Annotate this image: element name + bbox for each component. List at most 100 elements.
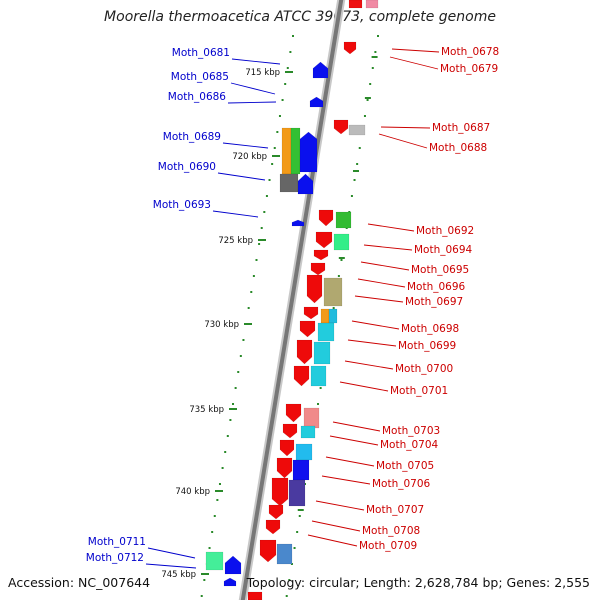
track-dot bbox=[358, 147, 361, 149]
gene-arrow bbox=[315, 231, 333, 249]
track-dot bbox=[286, 67, 289, 69]
track-dot bbox=[263, 211, 266, 213]
track-dot bbox=[356, 163, 359, 165]
gene-arrow bbox=[285, 403, 302, 423]
label-connector bbox=[332, 421, 381, 432]
kbp-tick-mark bbox=[258, 239, 266, 241]
track-dot bbox=[319, 387, 322, 389]
gene-arrow bbox=[265, 519, 281, 535]
gene-arrow bbox=[282, 423, 298, 439]
track-dot bbox=[250, 291, 253, 293]
label-connector bbox=[222, 142, 269, 149]
label-connector bbox=[145, 563, 197, 569]
gene-label-plus: Moth_0706 bbox=[372, 478, 431, 490]
label-connector bbox=[230, 82, 276, 95]
label-connector bbox=[367, 223, 415, 232]
label-connector bbox=[339, 381, 389, 392]
track-dot bbox=[239, 355, 242, 357]
gene-features bbox=[205, 0, 379, 600]
gene-arrow bbox=[276, 457, 293, 479]
genome-summary-text: Topology: circular; Length: 2,628,784 bp… bbox=[246, 575, 590, 590]
track-dot bbox=[242, 339, 245, 341]
gene-box bbox=[335, 211, 352, 229]
accession-text: Accession: NC_007644 bbox=[8, 575, 151, 590]
track-dot bbox=[224, 451, 227, 453]
gene-box bbox=[290, 127, 301, 175]
label-connector bbox=[329, 435, 379, 446]
kbp-tick-label: 720 kbp bbox=[232, 152, 267, 162]
track-dot bbox=[296, 531, 299, 533]
track-dot bbox=[281, 99, 284, 101]
gene-arrow bbox=[303, 306, 319, 320]
gene-label-plus: Moth_0709 bbox=[359, 540, 417, 552]
label-connector bbox=[147, 547, 196, 559]
gene-box bbox=[317, 322, 335, 342]
label-connector bbox=[363, 244, 413, 251]
gene-label-plus: Moth_0701 bbox=[390, 385, 448, 397]
track-dot bbox=[298, 515, 301, 517]
gene-label-plus: Moth_0703 bbox=[382, 425, 440, 437]
track-dot bbox=[208, 547, 211, 549]
gene-label-plus: Moth_0692 bbox=[416, 225, 474, 237]
gene-box bbox=[279, 173, 299, 193]
label-connector bbox=[307, 534, 358, 547]
gene-label-plus: Moth_0707 bbox=[366, 504, 424, 516]
gene-arrow bbox=[313, 249, 329, 261]
gene-label-plus: Moth_0699 bbox=[398, 340, 456, 352]
label-connector bbox=[360, 261, 410, 271]
gene-label-plus: Moth_0705 bbox=[376, 460, 434, 472]
kbp-ticks: 715 kbp 720 kbp 725 kbp 730 kbp 735 kbp 740 k… bbox=[161, 68, 293, 580]
gene-label-minus: Moth_0681 bbox=[172, 47, 230, 59]
track-dot bbox=[374, 51, 377, 53]
kbp-tick-label: 725 kbp bbox=[218, 236, 253, 246]
label-connector bbox=[231, 58, 281, 65]
track-dot bbox=[255, 259, 258, 261]
track-dot bbox=[260, 227, 263, 229]
gene-arrow bbox=[310, 262, 326, 276]
gene-label-plus: Moth_0697 bbox=[405, 296, 463, 308]
track-dot bbox=[237, 371, 240, 373]
gene-labels: Moth_0681 Moth_0685 Moth_0686 Moth_0689 Moth… bbox=[86, 46, 499, 564]
label-connector bbox=[315, 500, 365, 511]
gene-arrow bbox=[297, 173, 314, 195]
kbp-tick-label: 715 kbp bbox=[245, 68, 280, 78]
label-connector bbox=[378, 133, 428, 149]
gene-arrow bbox=[271, 477, 289, 507]
gene-arrow bbox=[247, 591, 263, 600]
gene-arrow bbox=[291, 219, 305, 227]
kbp-tick-label: 745 kbp bbox=[161, 570, 196, 580]
gene-label-plus: Moth_0695 bbox=[411, 264, 469, 276]
gene-label-plus: Moth_0696 bbox=[407, 281, 466, 293]
gene-arrow bbox=[259, 539, 277, 563]
track-dot bbox=[234, 387, 237, 389]
gene-arrow bbox=[293, 365, 310, 387]
gene-box bbox=[288, 479, 306, 507]
label-connector bbox=[344, 360, 394, 370]
gene-arrow bbox=[333, 119, 349, 135]
gene-label-plus: Moth_0700 bbox=[395, 363, 453, 375]
label-connector bbox=[354, 295, 404, 303]
gene-box bbox=[281, 127, 292, 175]
label-connector bbox=[321, 475, 371, 485]
gene-box bbox=[303, 407, 320, 429]
left-dot-track bbox=[200, 35, 294, 597]
track-dot bbox=[268, 179, 271, 181]
track-dot bbox=[371, 67, 374, 69]
track-dot bbox=[377, 35, 379, 37]
track-dash bbox=[297, 509, 304, 511]
label-connector bbox=[391, 48, 440, 53]
track-dot bbox=[203, 579, 206, 581]
track-dot bbox=[350, 195, 353, 197]
label-connector bbox=[227, 101, 277, 104]
label-connector bbox=[351, 320, 400, 330]
kbp-tick-mark bbox=[244, 323, 252, 325]
gene-arrow bbox=[299, 320, 316, 338]
gene-box bbox=[333, 233, 350, 251]
track-dot bbox=[229, 419, 232, 421]
gene-arrow bbox=[279, 439, 295, 457]
gene-arrow bbox=[348, 0, 363, 9]
track-dot bbox=[226, 435, 229, 437]
gene-arrow bbox=[318, 209, 334, 227]
gene-box bbox=[348, 124, 366, 136]
